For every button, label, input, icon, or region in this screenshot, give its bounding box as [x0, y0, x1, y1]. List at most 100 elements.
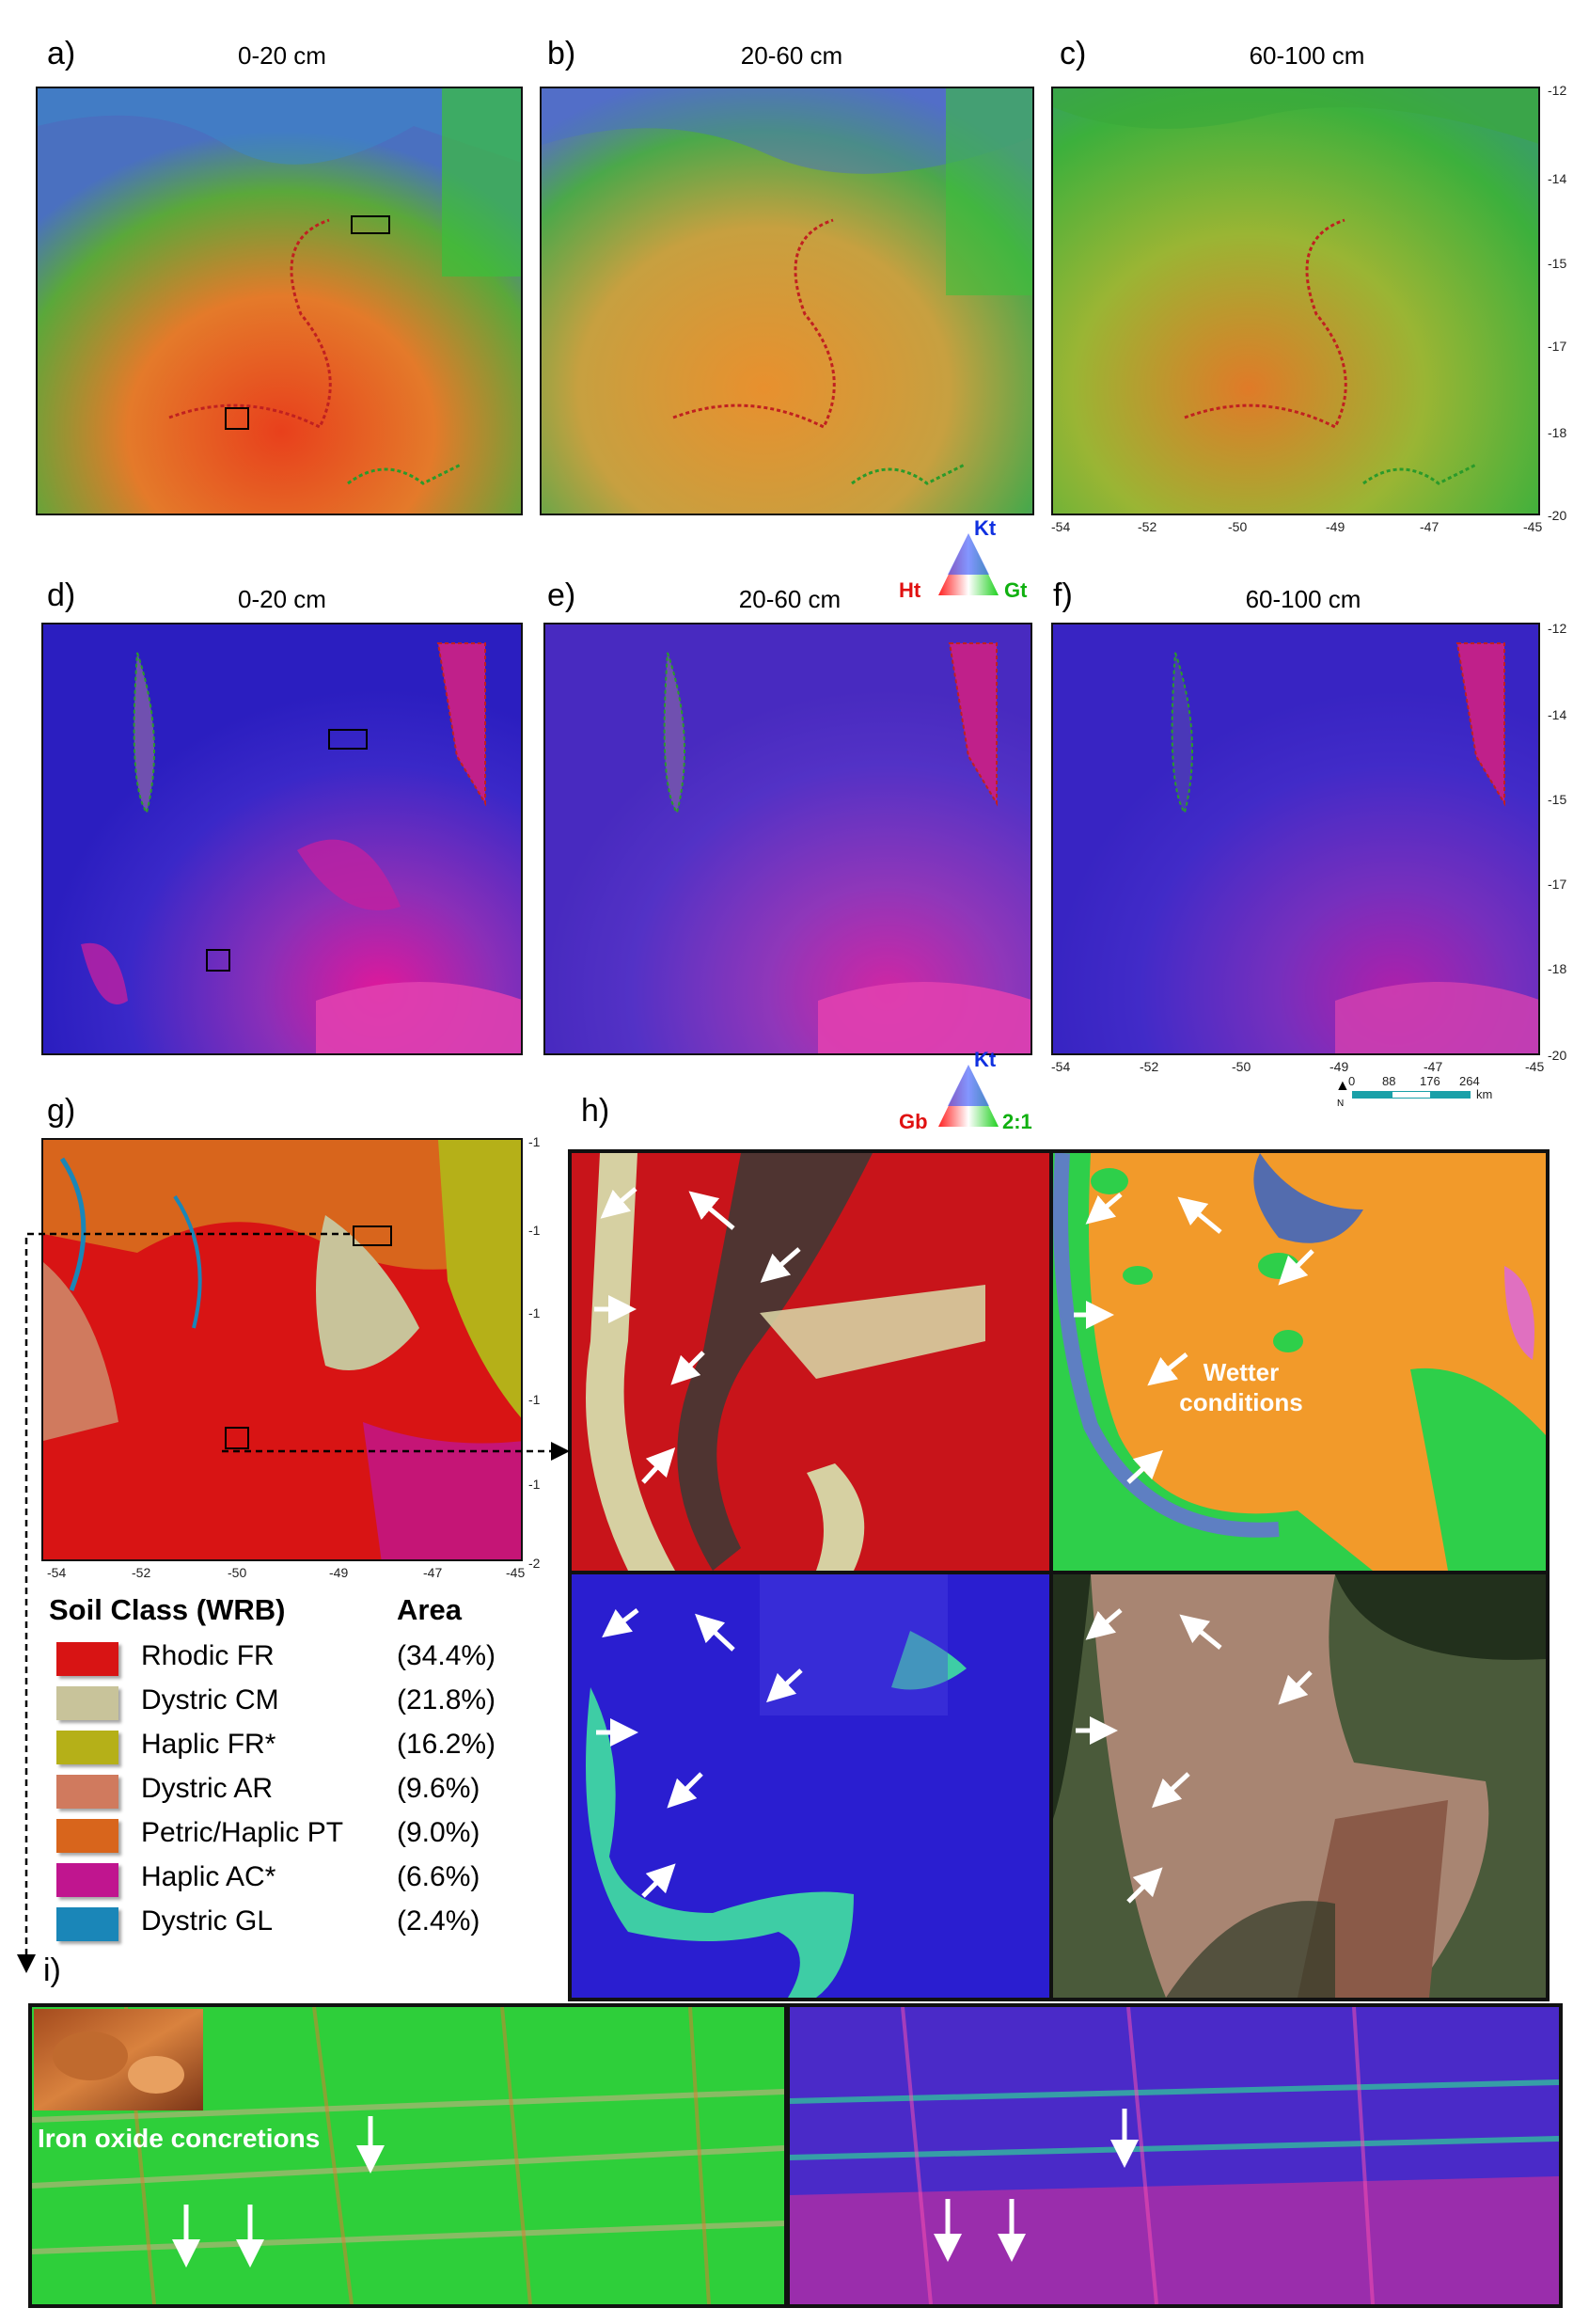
lat-tick: -18	[1548, 425, 1567, 440]
legend-item-area: (6.6%)	[397, 1861, 480, 1892]
panel-h-label: h)	[581, 1093, 610, 1129]
lon-tick: -50	[1228, 519, 1248, 534]
legend-item-area: (9.0%)	[397, 1817, 480, 1848]
panel-d-depth: 0-20 cm	[238, 585, 326, 613]
panel-i-right	[790, 2007, 1559, 2304]
lon-tick: -47	[1424, 1059, 1443, 1074]
lon-tick: -54	[1051, 519, 1071, 534]
legend-item-name: Haplic FR*	[141, 1729, 276, 1760]
lon-tick: -52	[1140, 1059, 1159, 1074]
arrows-overlay	[594, 1187, 1314, 1904]
scale-tick: 176	[1420, 1074, 1440, 1088]
legend-item-name: Dystric GL	[141, 1905, 274, 1937]
lat-tick: -14	[1548, 171, 1567, 186]
lat-tick: -1	[528, 1392, 541, 1407]
map-panel-e	[543, 623, 1032, 1055]
lat-tick: -1	[528, 1134, 541, 1149]
lat-tick: -1	[528, 1305, 541, 1320]
panel-a-label: a)	[47, 36, 76, 71]
legend-item-area: (16.2%)	[397, 1729, 496, 1760]
lat-tick: -20	[1548, 1048, 1567, 1063]
ternary-left-label: Ht	[899, 578, 921, 602]
panel-f-label: f)	[1053, 577, 1073, 613]
scale-segment	[1431, 1091, 1471, 1099]
legend-swatch	[56, 1819, 118, 1853]
iron-oxide-annotation: Iron oxide concretions	[38, 2124, 321, 2153]
lat-tick: -20	[1548, 508, 1567, 523]
lat-tick: -18	[1548, 961, 1567, 976]
legend-area-header: Area	[397, 1593, 462, 1626]
lon-tick: -47	[423, 1565, 443, 1580]
zoom-panel-h: Wetter conditions	[568, 1149, 1550, 2001]
lat-tick: -1	[528, 1477, 541, 1492]
lat-tick: -12	[1548, 83, 1567, 98]
lat-tick: -1	[528, 1223, 541, 1238]
ternary-top-label: Kt	[974, 1048, 997, 1071]
legend-swatch	[56, 1775, 118, 1809]
lon-tick: -54	[1051, 1059, 1071, 1074]
ternary-right-label: Gt	[1004, 578, 1028, 602]
panel-i-label: i)	[43, 1952, 61, 1988]
scale-tick: 88	[1382, 1074, 1396, 1088]
lat-tick: -14	[1548, 707, 1567, 722]
map-panel-f	[1051, 623, 1540, 1055]
panel-c-depth: 60-100 cm	[1249, 41, 1365, 70]
lon-tick: -49	[1326, 519, 1345, 534]
iron-oxide-photo	[34, 2009, 203, 2111]
map-panel-d	[41, 623, 523, 1055]
panel-g-label: g)	[47, 1093, 76, 1129]
lon-tick: -45	[1523, 519, 1543, 534]
panel-i-strip: Iron oxide concretions	[28, 2003, 1563, 2308]
lat-tick: -15	[1548, 792, 1567, 807]
legend-item-area: (21.8%)	[397, 1684, 496, 1715]
lon-tick: -52	[132, 1565, 151, 1580]
map-panel-c	[1051, 87, 1540, 515]
panel-a-depth: 0-20 cm	[238, 41, 326, 70]
panel-c-label: c)	[1060, 36, 1087, 71]
legend-swatch	[56, 1907, 118, 1941]
ternary-legend-top: Kt Ht Gt	[893, 516, 1044, 611]
panel-b-depth: 20-60 cm	[740, 41, 843, 70]
legend-item-name: Dystric AR	[141, 1773, 274, 1804]
north-arrow-icon: ▲	[1335, 1078, 1350, 1094]
soil-class-map	[41, 1138, 523, 1561]
legend-item-area: (34.4%)	[397, 1640, 496, 1671]
lat-tick: -15	[1548, 256, 1567, 271]
panel-e-label: e)	[547, 577, 576, 613]
ternary-right-label: 2:1	[1002, 1110, 1032, 1133]
legend-swatch	[56, 1731, 118, 1764]
map-panel-a	[36, 87, 523, 515]
lon-tick: -50	[1232, 1059, 1251, 1074]
zoom-satellite-image	[1053, 1574, 1546, 1998]
panel-f-depth: 60-100 cm	[1245, 585, 1361, 613]
legend-item-name: Rhodic FR	[141, 1640, 275, 1671]
legend-title: Soil Class (WRB)	[49, 1593, 286, 1626]
lat-tick: -17	[1548, 877, 1567, 892]
panel-d-label: d)	[47, 577, 76, 613]
lon-tick: -47	[1420, 519, 1440, 534]
legend-item-name: Haplic AC*	[141, 1861, 276, 1892]
north-label: N	[1337, 1099, 1345, 1109]
lat-tick: -17	[1548, 339, 1567, 354]
legend-item-name: Dystric CM	[141, 1684, 279, 1715]
scale-bar: ▲ N 0 88 176 264 km	[1335, 1074, 1561, 1115]
lat-tick: -2	[528, 1556, 541, 1571]
scale-unit: km	[1476, 1087, 1493, 1101]
lat-tick: -12	[1548, 621, 1567, 636]
legend-swatch	[56, 1863, 118, 1897]
legend-item-area: (9.6%)	[397, 1773, 480, 1804]
legend-swatch	[56, 1642, 118, 1676]
lon-tick: -45	[506, 1565, 526, 1580]
map-panel-b	[540, 87, 1034, 515]
lon-tick: -49	[1329, 1059, 1349, 1074]
wetter-annotation-line2: conditions	[1179, 1388, 1303, 1416]
zoom-clay-minerals	[572, 1574, 1049, 1998]
legend-item-name: Petric/Haplic PT	[141, 1817, 344, 1848]
scale-tick: 0	[1348, 1074, 1356, 1088]
scale-tick: 264	[1459, 1074, 1480, 1088]
panel-i-left-arrows	[172, 2116, 385, 2268]
panel-i-right-arrows	[934, 2109, 1139, 2262]
zoom-soil-class	[572, 1153, 1049, 1571]
scale-segment	[1352, 1091, 1392, 1099]
scale-segment	[1392, 1091, 1431, 1099]
